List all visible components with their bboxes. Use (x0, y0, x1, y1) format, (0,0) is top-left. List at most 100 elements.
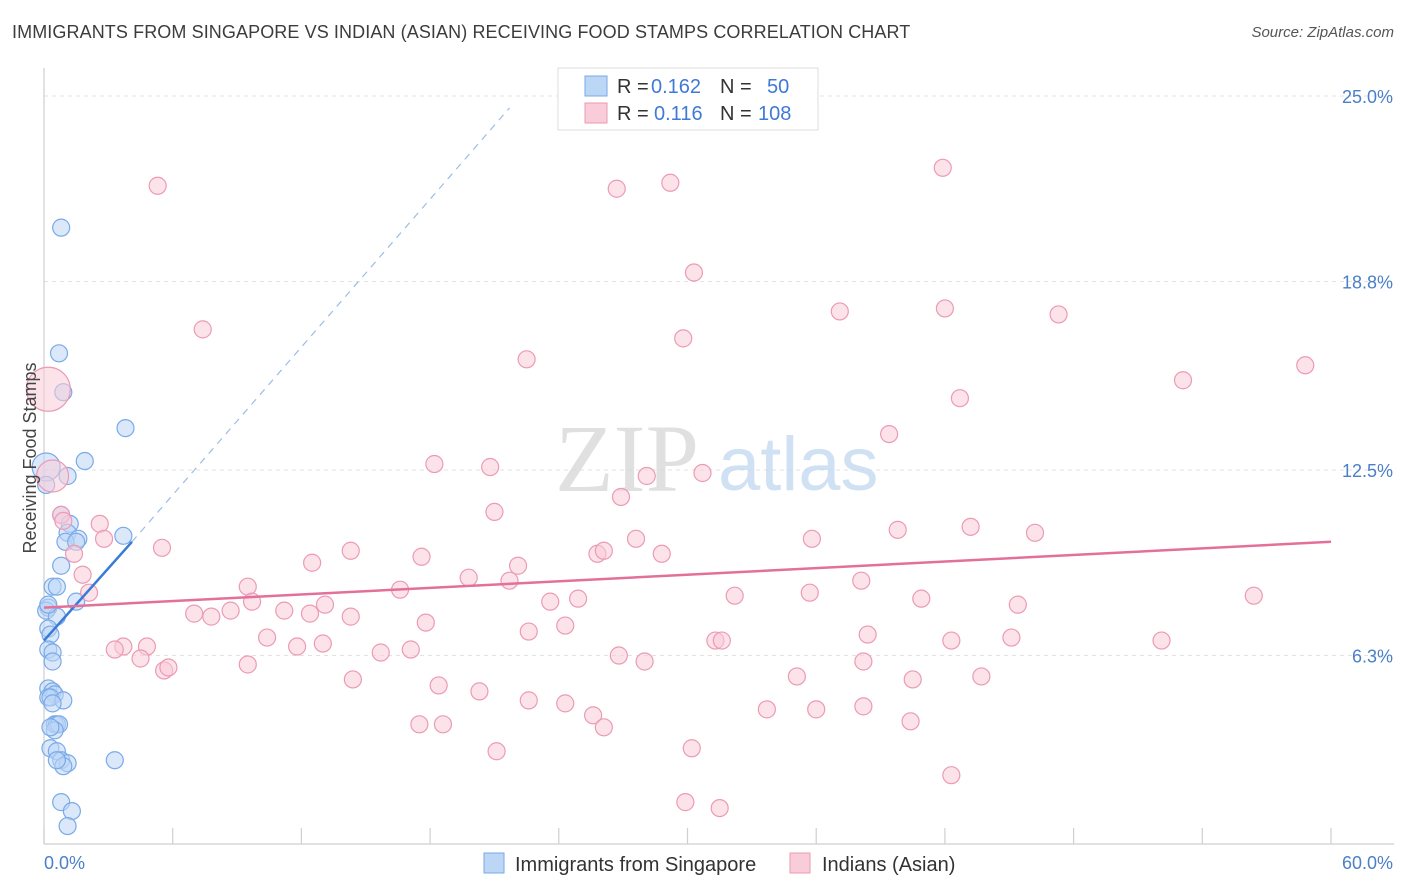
indians-asian-point-14 (933, 158, 952, 177)
indians-asian-point-99 (410, 715, 429, 734)
y-tick-label-0: 6.3% (1352, 647, 1393, 667)
indians-asian-point-90 (343, 670, 362, 689)
indians-asian-point-96 (594, 718, 613, 737)
indians-asian-point-94 (556, 694, 575, 713)
indians-asian-point-68 (1002, 628, 1021, 647)
singapore-point-45 (62, 801, 81, 821)
indians-asian-point-89 (238, 655, 257, 674)
indians-asian-point-12 (661, 173, 680, 192)
y-tick-label-1: 12.5% (1342, 461, 1393, 481)
indians-asian-point-58 (202, 607, 221, 626)
indians-asian-point-25 (481, 457, 500, 477)
indians-asian-point-17 (674, 329, 693, 348)
singapore-point-48 (47, 751, 66, 770)
legend-box: R = 0.162 N = 50 R = 0.116 N = 108 (557, 67, 819, 131)
singapore-point-17 (47, 577, 66, 596)
singapore-point-49 (39, 595, 58, 614)
indians-asian-point-19 (830, 302, 849, 321)
indians-asian-point-88 (159, 658, 178, 677)
indians-asian-point-102 (854, 697, 873, 716)
indians-asian-point-34 (652, 544, 671, 563)
grid-lines (44, 95, 1394, 657)
indians-asian-point-41 (152, 538, 172, 557)
indians-asian-point-27 (637, 466, 656, 486)
y-axis-label: Receiving Food Stamps (20, 362, 40, 553)
indians-asian-point-79 (401, 640, 420, 659)
indians-asian-point-9 (193, 320, 212, 339)
indians-asian-point-6 (73, 565, 92, 584)
indians-asian-point-76 (288, 637, 307, 656)
indians-asian-point-7 (79, 583, 99, 602)
indians-asian-point-40 (594, 541, 613, 560)
indians-asian-point-63 (416, 613, 435, 632)
legend-swatch-pink (584, 102, 608, 124)
bottom-legend-label-pink: Indians (Asian) (822, 854, 955, 876)
indians-asian-point-93 (519, 691, 538, 710)
bottom-legend-swatch-blue (483, 852, 505, 874)
indians-asian-point-92 (470, 682, 489, 701)
indians-asian-point-106 (710, 798, 729, 818)
indians-asian-point-39 (802, 529, 822, 548)
indians-asian-point-35 (341, 541, 360, 560)
indians-asian-point-30 (961, 517, 980, 536)
indians-asian-point-55 (315, 595, 335, 614)
legend-r-value-2: 0.116 (654, 103, 703, 125)
indians-asian-point-67 (942, 631, 961, 650)
x-tick-labels: 0.0% 60.0% (44, 853, 1393, 873)
singapore-point-1 (49, 344, 69, 363)
watermark-atlas: atlas (718, 422, 879, 507)
singapore-point-42 (105, 751, 124, 770)
indians-asian-point-101 (807, 700, 826, 719)
legend-n-label-2: N = (720, 103, 752, 125)
indians-asian-point-75 (257, 628, 277, 647)
indians-asian-point-83 (854, 652, 873, 671)
indians-asian-point-47 (725, 586, 744, 605)
singapore-trend-line (43, 540, 133, 642)
chart-title: IMMIGRANTS FROM SINGAPORE VS INDIAN (ASI… (12, 22, 911, 42)
indians-asian-point-97 (682, 739, 701, 758)
indians-asian-point-84 (903, 670, 922, 689)
indians-asian-point-71 (712, 631, 731, 650)
indians-asian-point-80 (635, 652, 654, 671)
indians-asian-point-15 (1049, 305, 1068, 324)
indians-asian-point-31 (888, 520, 907, 539)
indians-asian-point-5 (64, 544, 84, 563)
indians-asian-point-22 (880, 424, 899, 444)
indians-asian-point-59 (221, 601, 240, 620)
indians-asian-point-57 (185, 604, 204, 623)
indians-asian-point-3 (90, 514, 109, 533)
indians-asian-point-36 (508, 556, 528, 575)
indians-asian-point-86 (131, 649, 150, 668)
legend-n-label-1: N = (720, 76, 752, 98)
indians-asian-point-98 (433, 715, 453, 734)
indians-asian-point-21 (1296, 356, 1315, 375)
indians-asian-point-66 (858, 625, 877, 644)
y-tick-labels: 6.3% 12.5% 18.8% 25.0% (1342, 87, 1393, 667)
indians-asian-point-48 (800, 583, 819, 602)
indians-asian-point-46 (852, 571, 871, 590)
indians-asian-point-62 (341, 607, 360, 626)
trend-lines (43, 107, 1332, 642)
bottom-legend: Immigrants from Singapore Indians (Asian… (483, 852, 955, 876)
indians-asian-point-32 (1025, 523, 1045, 542)
indians-asian-point-85 (972, 667, 991, 686)
indians-asian-point-53 (541, 592, 560, 611)
indians-asian-point-69 (1152, 631, 1171, 650)
singapore-point-47 (41, 718, 60, 737)
legend-n-value-2: 108 (758, 103, 791, 125)
indians-asian-point-42 (303, 553, 322, 572)
legend-r-value-1: 0.162 (651, 76, 701, 98)
indians-asian-point-60 (238, 577, 257, 596)
legend-r-label-1: R = (617, 76, 649, 98)
x-ticks (43, 828, 1332, 844)
indians-asian-point-4 (54, 511, 73, 530)
singapore-point-14 (114, 526, 133, 545)
indians-asian-point-107 (487, 742, 506, 761)
legend-swatch-blue (584, 75, 608, 97)
indians-asian-point-33 (626, 529, 646, 548)
indians-asian-point-64 (556, 616, 575, 635)
indians-asian-point-52 (569, 589, 588, 608)
indians-asian-point-10 (148, 176, 167, 195)
indians-asian-point-18 (517, 350, 536, 369)
